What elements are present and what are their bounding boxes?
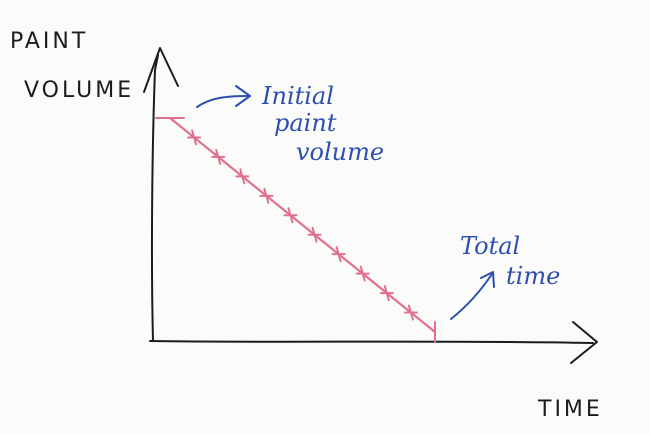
- data-point-marker: [283, 207, 298, 224]
- x-axis-line: [149, 340, 594, 344]
- annotation-arrowhead-total-time: [480, 271, 495, 288]
- data-point-marker: [307, 226, 322, 243]
- annotation-initial-line-1: Initial: [261, 82, 334, 110]
- annotation-initial-line-3: volume: [296, 138, 384, 166]
- annotation-total-time-line-1: Total: [460, 232, 520, 260]
- data-point-marker: [211, 148, 226, 165]
- annotation-arrow-initial: [196, 95, 249, 108]
- x-axis-label: TIME: [537, 397, 603, 422]
- annotation-arrow-total-time: [450, 273, 493, 320]
- annotation-total-time-line-2: time: [506, 262, 560, 290]
- annotation-total-time: Total time: [450, 232, 560, 320]
- y-axis-line: [150, 54, 159, 342]
- data-point-marker: [235, 168, 250, 185]
- series-paint-volume: [155, 116, 437, 343]
- y-axis-label-line-2: VOLUME: [24, 78, 134, 103]
- series-line: [168, 116, 437, 334]
- annotation-initial-line-2: paint: [274, 109, 337, 137]
- annotation-arrowhead-initial: [235, 85, 251, 107]
- x-axis-arrowhead: [570, 321, 598, 364]
- y-axis-arrowhead: [143, 47, 179, 93]
- data-point-marker: [355, 265, 370, 282]
- data-point-marker: [403, 304, 418, 321]
- y-axis-label-line-1: PAINT: [10, 29, 88, 54]
- data-point-marker: [379, 285, 394, 302]
- data-point-marker: [259, 187, 274, 204]
- annotation-initial: Initial paint volume: [196, 82, 384, 166]
- data-point-marker: [331, 246, 346, 263]
- axes: [143, 47, 598, 364]
- data-point-marker: [187, 129, 202, 146]
